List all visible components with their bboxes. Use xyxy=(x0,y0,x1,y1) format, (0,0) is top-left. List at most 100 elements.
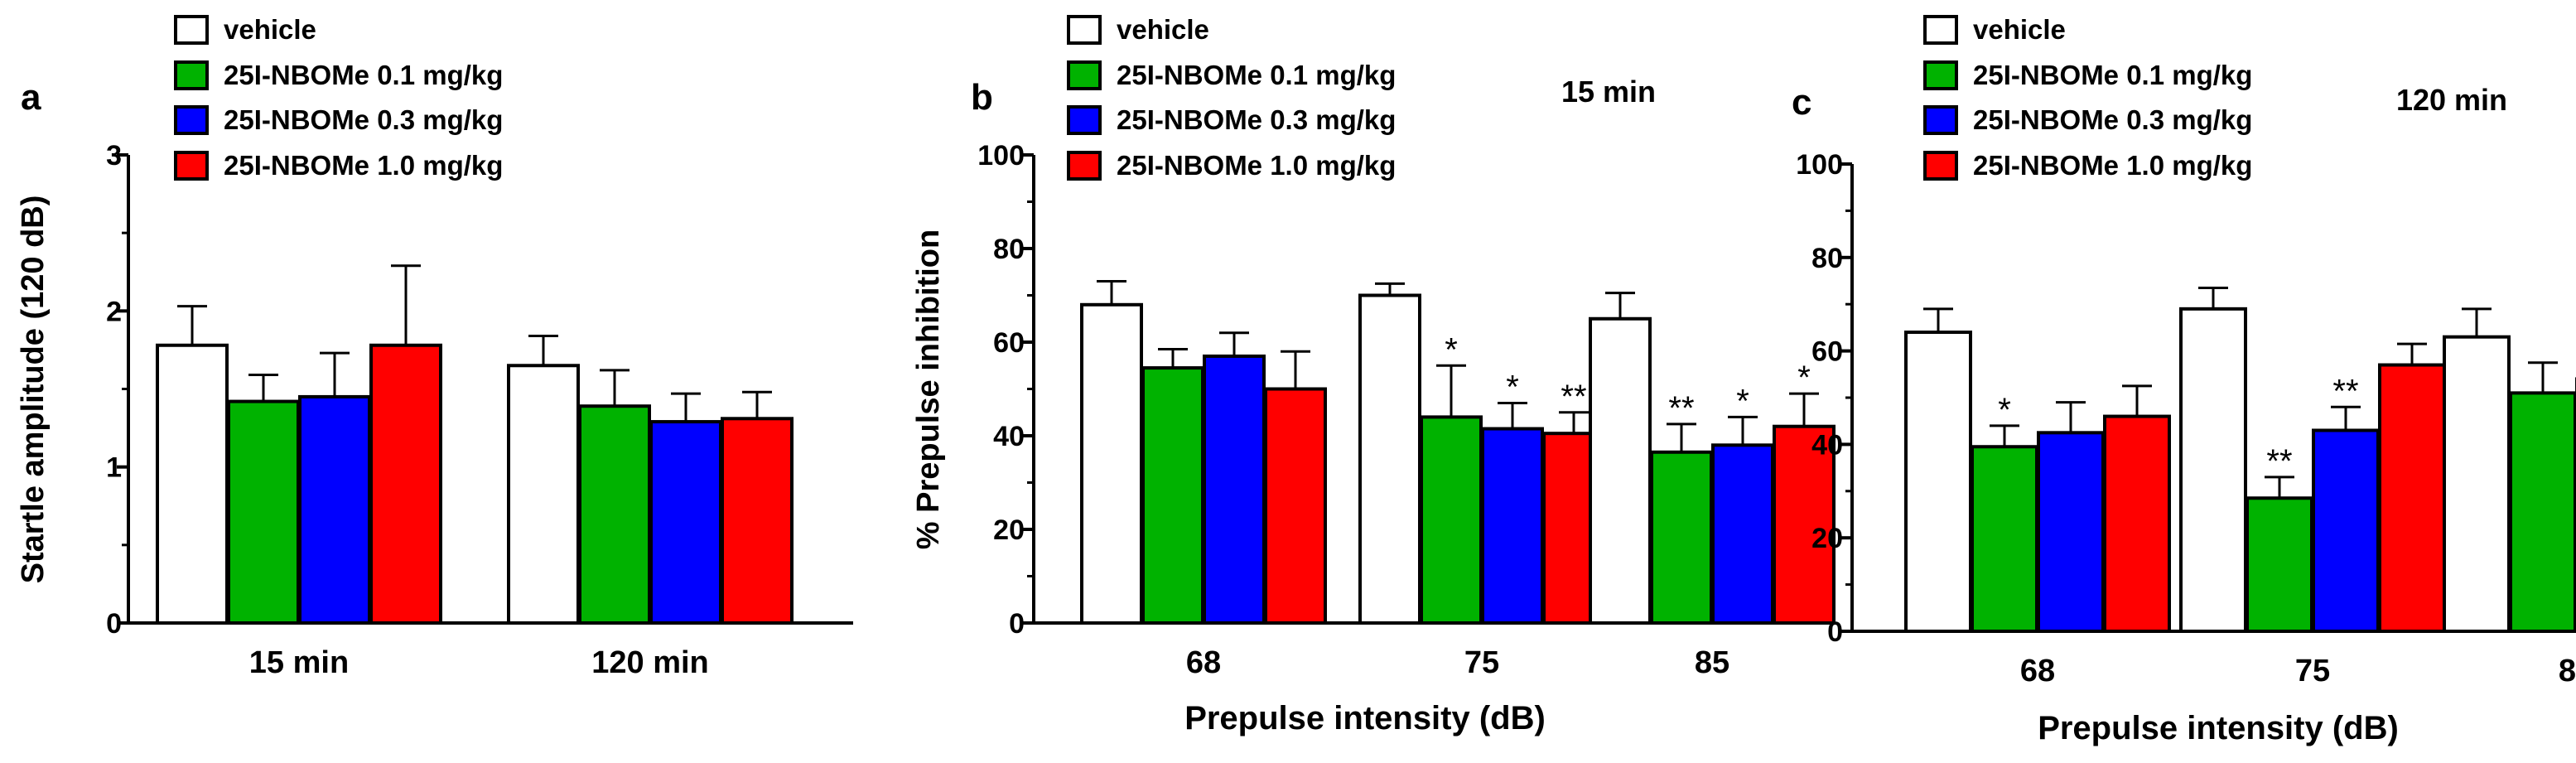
y-tick-label: 60 xyxy=(993,327,1025,359)
significance-label: * xyxy=(1445,331,1458,368)
legend-swatch xyxy=(1923,151,1958,181)
bar xyxy=(1589,316,1652,625)
legend-swatch xyxy=(174,105,209,135)
bar xyxy=(721,417,794,625)
bar xyxy=(2509,391,2576,633)
bar xyxy=(298,394,371,625)
legend-swatch xyxy=(1923,60,1958,90)
chart-title: 120 min xyxy=(2396,83,2507,117)
x-tick-label: 85 xyxy=(1695,645,1729,680)
bar xyxy=(1264,387,1327,625)
bar xyxy=(578,404,651,625)
y-tick-label: 80 xyxy=(993,234,1025,265)
panel-a: 0 1 2 3 15 min 120 min Startle amplitude (120 … xyxy=(16,14,853,680)
y-axis-label: Startle amplitude (120 dB) xyxy=(16,196,51,584)
y-tick-label: 0 xyxy=(1827,616,1843,648)
panel-label: a xyxy=(21,77,41,118)
y-tick-label: 3 xyxy=(106,140,122,171)
y-tick-label: 0 xyxy=(106,608,122,640)
bar xyxy=(227,399,300,625)
bar xyxy=(1971,445,2038,633)
y-tick-label: 40 xyxy=(993,421,1025,452)
x-tick-label: 68 xyxy=(2020,654,2055,688)
legend-swatch xyxy=(174,60,209,90)
x-tick-label: 15 min xyxy=(249,645,349,680)
legend-swatch xyxy=(1923,105,1958,135)
legend-swatch xyxy=(174,151,209,181)
legend-swatch xyxy=(174,15,209,45)
x-tick-label: 75 xyxy=(1464,645,1499,680)
legend-swatch xyxy=(1067,15,1102,45)
bar xyxy=(649,420,722,625)
legend-label: 25I-NBOMe 1.0 mg/kg xyxy=(224,150,503,181)
y-axis-label: % Prepulse inhibition xyxy=(911,229,946,549)
x-tick-label: 75 xyxy=(2295,654,2330,688)
y-tick-label: 0 xyxy=(1009,608,1025,640)
legend-label: 25I-NBOMe 0.3 mg/kg xyxy=(224,104,503,135)
bar xyxy=(2179,307,2247,633)
legend-label: 25I-NBOMe 1.0 mg/kg xyxy=(1973,150,2252,181)
bar xyxy=(1420,415,1483,625)
panel-c: 0 20 40 60 80 100 * 68 ** ** 75 85 Prepulse intensit… xyxy=(1792,14,2576,746)
panel-label: c xyxy=(1792,82,1811,123)
bar xyxy=(2246,496,2313,634)
legend-label: vehicle xyxy=(1117,14,1209,45)
chart-title: 15 min xyxy=(1561,75,1656,109)
legend-swatch xyxy=(1067,105,1102,135)
significance-label: ** xyxy=(1668,390,1694,427)
legend-label: 25I-NBOMe 0.3 mg/kg xyxy=(1973,104,2252,135)
panel-label: b xyxy=(971,77,993,118)
significance-label: * xyxy=(1998,392,2011,428)
legend-label: 25I-NBOMe 0.1 mg/kg xyxy=(224,60,503,90)
bar xyxy=(1904,331,1972,633)
significance-label: * xyxy=(1736,383,1749,419)
bar xyxy=(2378,363,2446,633)
legend-swatch xyxy=(1067,151,1102,181)
y-tick-label: 40 xyxy=(1811,429,1843,461)
legend: vehicle 25I-NBOMe 0.1 mg/kg 25I-NBOMe 0.3 … xyxy=(1923,14,2252,181)
x-axis-label: Prepulse intensity (dB) xyxy=(2038,710,2399,746)
legend-label: 25I-NBOMe 0.1 mg/kg xyxy=(1117,60,1396,90)
bar xyxy=(1358,293,1421,625)
legend-label: vehicle xyxy=(224,14,316,45)
x-tick-label: 85 xyxy=(2559,654,2576,688)
x-tick-label: 120 min xyxy=(591,645,709,680)
bar xyxy=(1203,354,1266,625)
legend: vehicle 25I-NBOMe 0.1 mg/kg 25I-NBOMe 0.3 … xyxy=(1067,14,1396,181)
y-tick-label: 20 xyxy=(993,514,1025,546)
legend-label: 25I-NBOMe 0.1 mg/kg xyxy=(1973,60,2252,90)
bar xyxy=(369,343,442,625)
legend: vehicle 25I-NBOMe 0.1 mg/kg 25I-NBOMe 0.3 … xyxy=(174,14,503,181)
bar xyxy=(156,343,229,625)
bar xyxy=(1773,424,1836,625)
legend-label: 25I-NBOMe 1.0 mg/kg xyxy=(1117,150,1396,181)
bar xyxy=(1141,366,1204,625)
bar xyxy=(2443,335,2511,633)
bar xyxy=(507,364,580,625)
bar xyxy=(2037,431,2105,633)
significance-label: ** xyxy=(2332,373,2358,409)
y-tick-label: 80 xyxy=(1811,243,1843,274)
bar xyxy=(1650,450,1713,625)
bar xyxy=(2312,428,2380,633)
y-tick-label: 1 xyxy=(106,452,122,484)
y-tick-label: 60 xyxy=(1811,336,1843,368)
bar xyxy=(1481,427,1544,625)
x-tick-label: 68 xyxy=(1186,645,1221,680)
significance-label: * xyxy=(1506,369,1519,405)
legend-label: 25I-NBOMe 0.3 mg/kg xyxy=(1117,104,1396,135)
legend-swatch xyxy=(1923,15,1958,45)
y-tick-label: 100 xyxy=(977,140,1025,171)
bar xyxy=(1080,302,1143,625)
legend-label: vehicle xyxy=(1973,14,2066,45)
significance-label: * xyxy=(1797,360,1811,396)
significance-label: ** xyxy=(2266,443,2292,480)
y-tick-label: 20 xyxy=(1811,523,1843,554)
x-axis-label: Prepulse intensity (dB) xyxy=(1184,700,1546,736)
y-tick-label: 2 xyxy=(106,296,122,327)
bar xyxy=(1711,443,1774,625)
significance-label: ** xyxy=(1561,379,1586,415)
bar xyxy=(2103,414,2171,633)
